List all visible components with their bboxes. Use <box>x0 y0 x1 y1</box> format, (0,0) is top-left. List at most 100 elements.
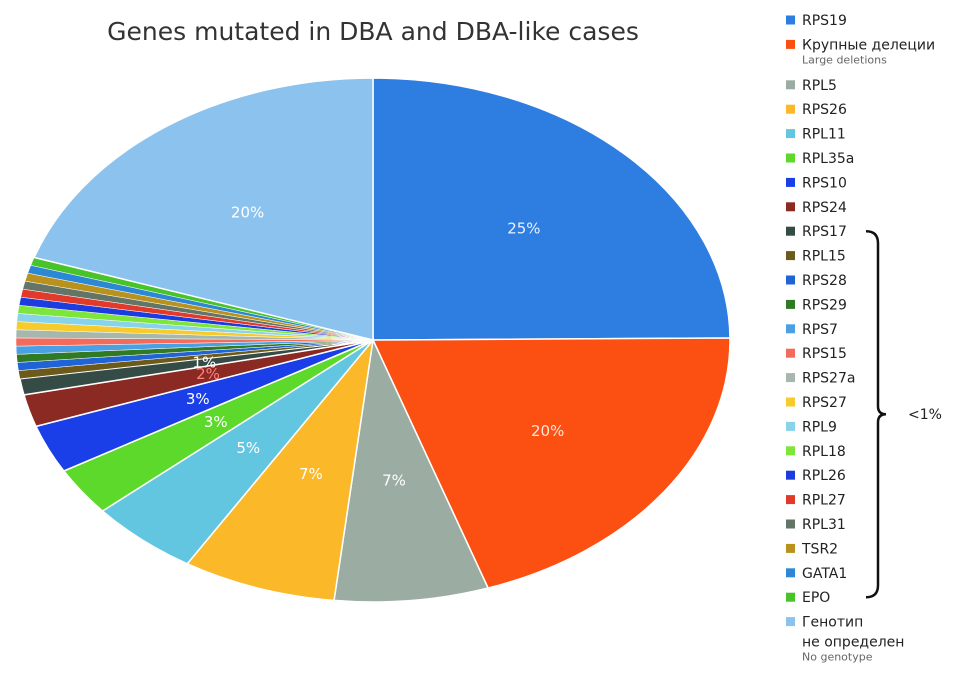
legend-swatch <box>786 226 795 236</box>
legend-item-rps27: RPS27 <box>786 395 847 411</box>
legend-swatch <box>786 421 795 431</box>
legend-swatch <box>786 397 795 407</box>
legend-swatch <box>786 39 795 49</box>
legend-item-rps7: RPS7 <box>786 322 838 338</box>
chart-title: Genes mutated in DBA and DBA-like cases <box>107 17 639 46</box>
legend-label: RPL35a <box>802 151 854 167</box>
legend-swatch <box>786 129 795 139</box>
legend-item-rps17: RPS17 <box>786 224 847 240</box>
slice-label-rps24: 2% <box>196 365 220 383</box>
legend-swatch <box>786 153 795 163</box>
legend-label: GATA1 <box>802 566 847 582</box>
legend-label: RPL15 <box>802 249 846 265</box>
legend-item-gata1: GATA1 <box>786 566 847 582</box>
legend-label: RPL9 <box>802 419 837 435</box>
legend-swatch <box>786 177 795 187</box>
legend-label: RPL27 <box>802 493 846 509</box>
legend-item-rpl18: RPL18 <box>786 444 846 460</box>
legend-swatch <box>786 592 795 602</box>
legend-item-rpl27: RPL27 <box>786 493 846 509</box>
legend-swatch <box>786 446 795 456</box>
legend-item-epo: EPO <box>786 590 830 606</box>
legend-item-rps27a: RPS27a <box>786 371 855 387</box>
legend-swatch <box>786 519 795 529</box>
pie-slices <box>15 77 731 603</box>
legend-item-rps24: RPS24 <box>786 200 847 216</box>
legend-swatch <box>786 543 795 553</box>
legend-label: RPS29 <box>802 297 847 313</box>
legend-label: RPS7 <box>802 322 838 338</box>
legend-swatch <box>786 568 795 578</box>
legend-swatch <box>786 495 795 505</box>
slice-rps26 <box>186 337 375 602</box>
legend-label: RPS10 <box>802 175 847 191</box>
slice-rpl5 <box>333 337 490 603</box>
legend-label: RPS24 <box>802 200 847 216</box>
legend-item-rpl11: RPL11 <box>786 127 846 143</box>
small-share-label: <1% <box>908 407 942 423</box>
legend-item-rpl15: RPL15 <box>786 249 846 265</box>
legend-label: RPS28 <box>802 273 847 289</box>
slice-label-rps17: 1% <box>193 354 217 372</box>
legend-label: RPS26 <box>802 102 847 118</box>
slice-label-rps19: 25% <box>507 219 540 237</box>
legend-label: EPO <box>802 590 830 606</box>
legend-item-rpl31: RPL31 <box>786 517 846 533</box>
legend-label: TSR2 <box>801 541 838 557</box>
legend-item-rps28: RPS28 <box>786 273 847 289</box>
legend-label: RPL5 <box>802 78 837 94</box>
slice-крупные-делеции <box>371 337 731 589</box>
legend-label: RPS27a <box>802 371 855 387</box>
slice-label-rps26: 7% <box>299 465 323 483</box>
legend-item-rpl26: RPL26 <box>786 468 846 484</box>
slice-rps19 <box>372 77 731 341</box>
legend-swatch <box>786 202 795 212</box>
legend-item-rps10: RPS10 <box>786 175 847 191</box>
slice-label-rps10: 3% <box>186 390 210 408</box>
legend-label: RPS15 <box>802 346 847 362</box>
legend-swatch <box>786 104 795 114</box>
slice-label-rpl35a: 3% <box>204 413 228 431</box>
slice-label-генотип-не-определен: 20% <box>231 204 264 222</box>
legend-item-rpl9: RPL9 <box>786 419 837 435</box>
slice-label-rpl5: 7% <box>382 472 406 490</box>
legend-label: Крупные делеции <box>802 37 935 53</box>
legend-swatch <box>786 373 795 383</box>
legend-swatch <box>786 617 795 627</box>
legend-label: RPS19 <box>802 13 847 29</box>
legend-swatch <box>786 251 795 261</box>
legend-label: RPS17 <box>802 224 847 240</box>
legend-label: RPL11 <box>802 127 846 143</box>
legend-swatch <box>786 299 795 309</box>
pie-slice-labels: 25% 20% 7% 7% 5% 3% 3% 2%1% 20% <box>186 204 564 490</box>
legend-item-tsr2: TSR2 <box>786 541 838 557</box>
slice-генотип-не-определен <box>33 77 374 341</box>
legend-swatch <box>786 470 795 480</box>
legend-item-rps26: RPS26 <box>786 102 847 118</box>
legend-label: не определен <box>802 635 904 651</box>
legend-label: RPS27 <box>802 395 847 411</box>
legend-label: RPL18 <box>802 444 846 460</box>
legend-label: RPL26 <box>802 468 846 484</box>
legend-item-rpl5: RPL5 <box>786 78 837 94</box>
legend-swatch <box>786 275 795 285</box>
legend-item-rpl35a: RPL35a <box>786 151 854 167</box>
legend-label: Генотип <box>802 615 863 631</box>
legend-swatch <box>786 348 795 358</box>
legend-swatch <box>786 324 795 334</box>
slice-label-крупные-делеции: 20% <box>531 422 564 440</box>
legend-label: RPL31 <box>802 517 846 533</box>
legend-item-rps19: RPS19 <box>786 13 847 29</box>
legend-swatch <box>786 80 795 90</box>
slice-label-rpl11: 5% <box>236 439 260 457</box>
legend-item-rps15: RPS15 <box>786 346 847 362</box>
small-share-bracket <box>865 229 887 599</box>
legend-sublabel: Large deletions <box>802 53 887 66</box>
legend-item-rps29: RPS29 <box>786 297 847 313</box>
legend-sublabel: No genotype <box>802 651 873 664</box>
legend-swatch <box>786 15 795 25</box>
